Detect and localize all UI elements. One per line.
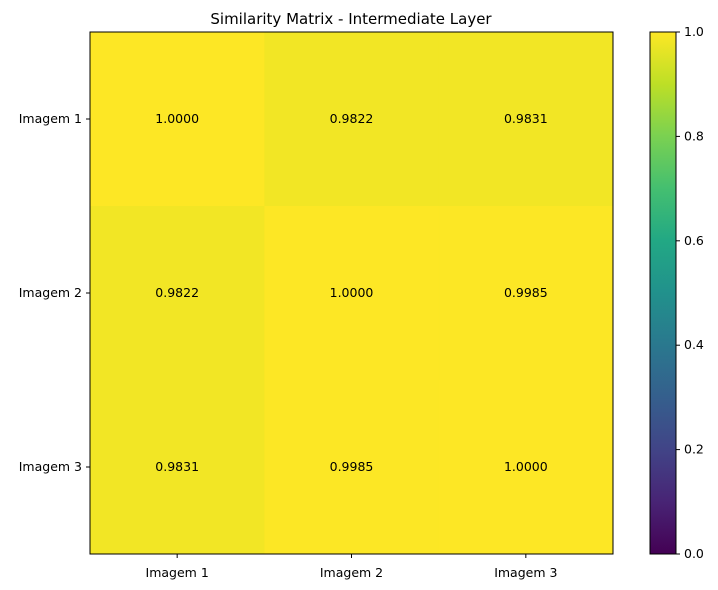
heatmap-cell xyxy=(90,206,265,381)
heatmap-cell xyxy=(264,32,440,207)
y-tick-label: Imagem 1 xyxy=(19,111,82,126)
colorbar-frame xyxy=(649,31,677,555)
chart-title: Similarity Matrix - Intermediate Layer xyxy=(210,10,492,28)
x-tick-label: Imagem 1 xyxy=(146,565,209,580)
cell-value-label: 1.0000 xyxy=(155,111,199,126)
cell-value-label: 0.9822 xyxy=(330,111,374,126)
x-tick-label: Imagem 2 xyxy=(320,565,383,580)
heatmap-cell xyxy=(264,380,440,555)
colorbar xyxy=(650,32,676,554)
cell-value-label: 0.9822 xyxy=(155,285,199,300)
heatmap-cells xyxy=(90,32,614,555)
cell-value-label: 0.9831 xyxy=(504,111,548,126)
colorbar-axis: 0.0 0.2 0.4 0.6 0.8 1.0 xyxy=(676,24,704,561)
heatmap-cell xyxy=(264,206,440,381)
heatmap-cell xyxy=(90,32,265,207)
colorbar-tick-label: 1.0 xyxy=(684,24,704,39)
heatmap-cell xyxy=(438,32,614,207)
heatmap-cell-labels: 1.0000 0.9822 0.9831 0.9822 1.0000 0.9985 0.98… xyxy=(155,111,547,474)
x-tick-label: Imagem 3 xyxy=(494,565,557,580)
colorbar-tick-label: 0.4 xyxy=(684,337,704,352)
y-tick-label: Imagem 2 xyxy=(19,285,82,300)
cell-value-label: 0.9831 xyxy=(155,459,199,474)
cell-value-label: 1.0000 xyxy=(330,285,374,300)
colorbar-tick-label: 0.8 xyxy=(684,128,704,143)
cell-value-label: 0.9985 xyxy=(330,459,374,474)
y-tick-label: Imagem 3 xyxy=(19,459,82,474)
colorbar-tick-label: 0.2 xyxy=(684,442,704,457)
heatmap-cell xyxy=(438,380,614,555)
x-axis: Imagem 1 Imagem 2 Imagem 3 xyxy=(146,554,557,580)
colorbar-tick-label: 0.0 xyxy=(684,546,704,561)
heatmap-cell xyxy=(90,380,265,555)
cell-value-label: 1.0000 xyxy=(504,459,548,474)
cell-value-label: 0.9985 xyxy=(504,285,548,300)
heatmap-cell xyxy=(438,206,614,381)
colorbar-tick-label: 0.6 xyxy=(684,233,704,248)
y-axis: Imagem 1 Imagem 2 Imagem 3 xyxy=(19,111,90,474)
